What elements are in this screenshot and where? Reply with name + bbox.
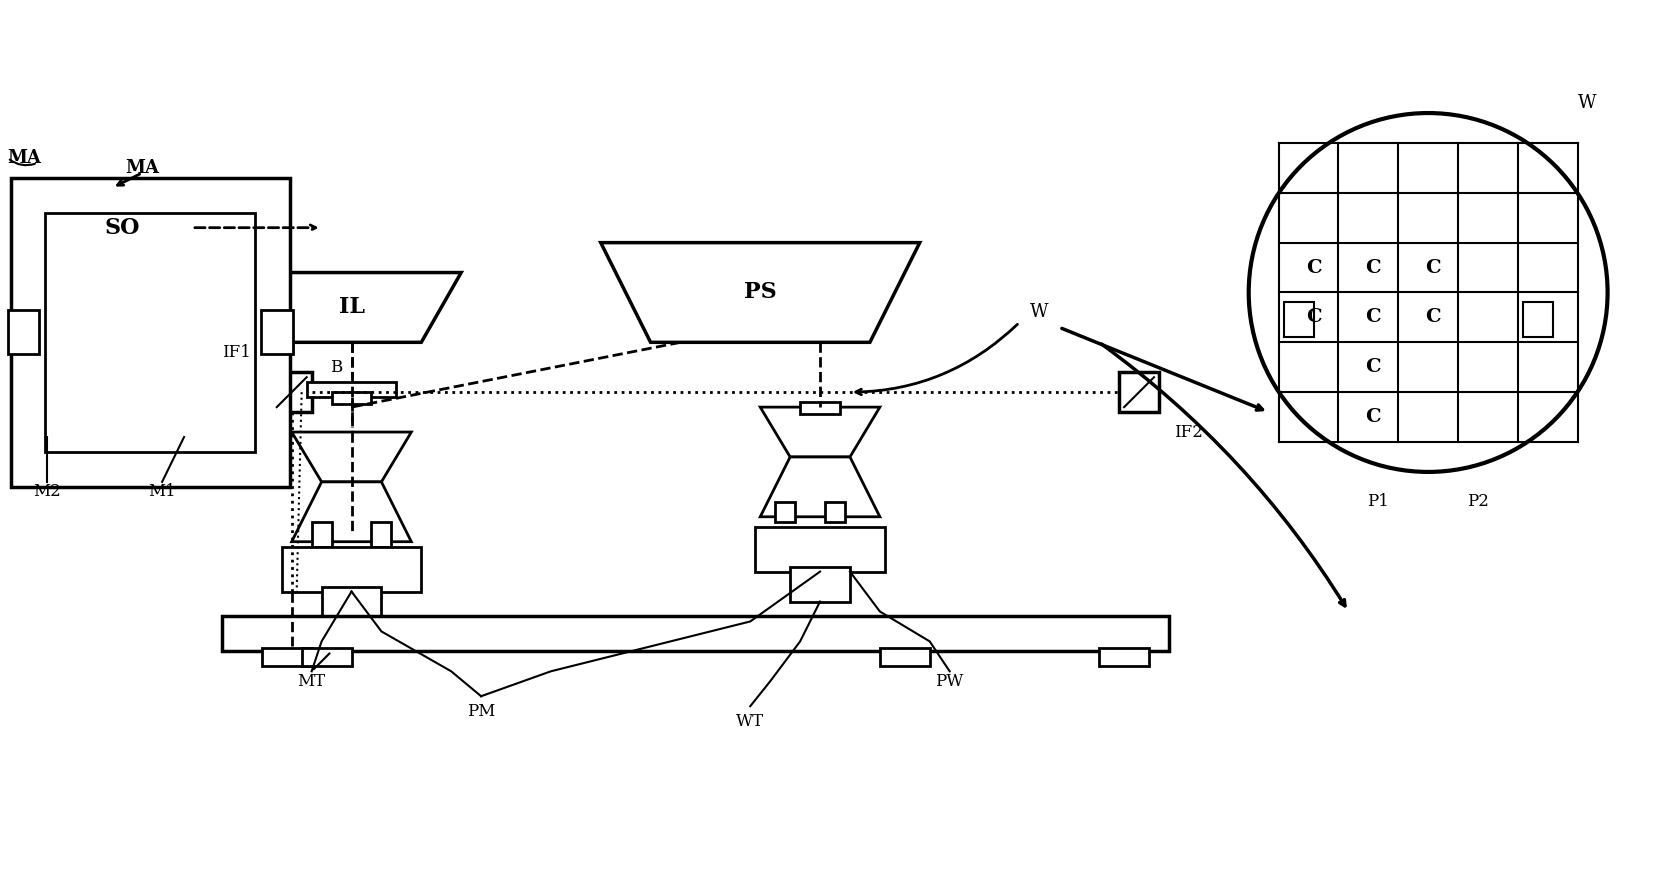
Bar (824, 502, 844, 522)
Bar (281, 547, 421, 591)
Polygon shape (761, 407, 879, 457)
Text: MA: MA (8, 149, 42, 167)
Bar (8, 310, 40, 354)
Bar (311, 522, 331, 547)
Bar (306, 382, 396, 397)
Text: IL: IL (338, 296, 364, 318)
Polygon shape (242, 273, 461, 343)
Text: MA: MA (125, 159, 159, 177)
Bar (301, 648, 351, 666)
Text: C: C (1425, 259, 1441, 277)
Bar (801, 402, 839, 414)
Text: M1: M1 (149, 483, 176, 500)
Bar (371, 522, 391, 547)
Polygon shape (291, 432, 411, 482)
Bar (1284, 302, 1314, 337)
Text: MT: MT (298, 673, 326, 690)
Text: M2: M2 (33, 483, 62, 500)
Text: C: C (1366, 359, 1381, 376)
Polygon shape (600, 243, 920, 343)
Text: IF1: IF1 (222, 343, 251, 360)
Text: W: W (1578, 94, 1597, 112)
Circle shape (1249, 113, 1607, 472)
Text: PW: PW (935, 673, 963, 690)
Text: C: C (1366, 259, 1381, 277)
Text: C: C (1366, 409, 1381, 426)
Bar (1119, 372, 1159, 412)
Bar (1523, 302, 1553, 337)
Bar (263, 648, 311, 666)
Bar (321, 587, 381, 622)
Text: WT: WT (736, 713, 764, 730)
Text: P2: P2 (1466, 493, 1490, 510)
Text: W: W (1030, 303, 1048, 321)
Bar (879, 648, 930, 666)
Bar (756, 527, 884, 572)
Text: P1: P1 (1368, 493, 1389, 510)
Text: PS: PS (744, 282, 776, 303)
Bar (261, 310, 293, 354)
Text: SO: SO (104, 217, 140, 239)
Bar (331, 392, 371, 404)
Bar (273, 372, 311, 412)
Bar (776, 502, 796, 522)
Text: C: C (1366, 309, 1381, 326)
Bar (10, 178, 289, 487)
Polygon shape (291, 482, 411, 541)
Bar (52, 183, 192, 273)
Polygon shape (761, 457, 879, 516)
Text: PM: PM (466, 703, 495, 720)
Text: B: B (331, 359, 343, 376)
Bar (791, 566, 849, 601)
Text: C: C (1306, 309, 1321, 326)
Text: C: C (1425, 309, 1441, 326)
Bar (222, 616, 1169, 651)
Text: IF2: IF2 (1174, 424, 1204, 441)
Text: C: C (1306, 259, 1321, 277)
Bar (1099, 648, 1149, 666)
Bar (45, 212, 254, 452)
